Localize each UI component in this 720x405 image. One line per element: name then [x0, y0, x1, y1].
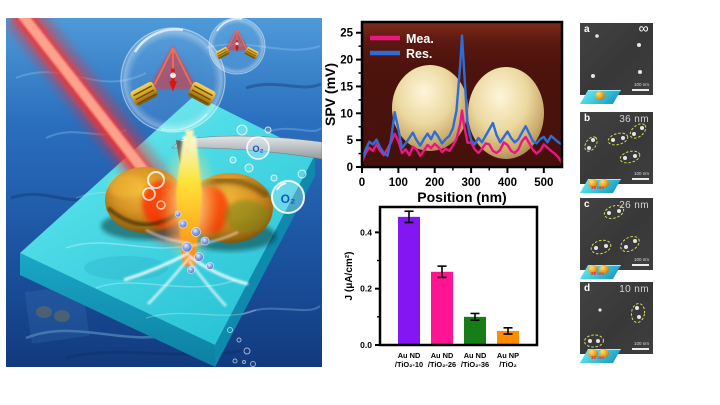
y-tick-label: 10: [340, 108, 353, 120]
scalebar: [632, 178, 649, 180]
o2-label: O₂: [281, 192, 296, 206]
gold-sphere: [588, 265, 598, 274]
gold-sphere: [599, 265, 609, 274]
scalebar-label: 100 nm: [633, 171, 649, 176]
y-tick-label: 25: [340, 28, 353, 40]
scalebar: [632, 348, 649, 350]
gold-sphere: [588, 179, 598, 188]
scalebar-label: 100 nm: [633, 257, 649, 262]
nanoparticle-dots: [591, 34, 642, 78]
legend-label-res: Res.: [406, 47, 432, 61]
scalebar: [632, 264, 649, 266]
bar-2: [464, 316, 486, 345]
gold-sphere: [599, 349, 609, 358]
category-label: Au ND: [464, 351, 487, 360]
inset-model: 26 nm: [578, 262, 622, 282]
sem-image: c 26 nm 100 nm: [580, 198, 653, 270]
y-axis-label: J (μA/cm²): [344, 252, 355, 301]
category-label: /TiO₂-26: [428, 360, 456, 369]
sem-image: a ∞ 100 nm: [580, 20, 653, 95]
bar-0: [398, 216, 420, 345]
bar-1: [431, 271, 453, 345]
spv-line-chart: Mea.Res. 0 5 10 15 20 25 0 100 200 300 400 500 Positi…: [322, 20, 564, 205]
y-tick-label: 0.0: [360, 340, 372, 350]
microbubble-small: [208, 18, 266, 75]
y-tick-label: 15: [340, 81, 353, 93]
sem-panel-a: a ∞ 100 nm: [578, 20, 656, 111]
sem-image: d 10 nm 100 nm: [580, 282, 653, 354]
x-tick-label: 100: [389, 177, 408, 189]
gold-sphere: [588, 349, 598, 358]
o2-label: O₂: [253, 144, 264, 154]
panel-letter: c: [584, 199, 590, 210]
sem-panel-d: d 10 nm 100 nm 10 nm: [578, 282, 656, 370]
spv-curve-res: [360, 34, 564, 162]
scalebar-label: 100 nm: [633, 82, 649, 87]
panel-letter: d: [584, 283, 591, 294]
inset-model: 10 nm: [578, 346, 622, 366]
bar-3: [497, 330, 519, 345]
inset-model: [578, 87, 622, 107]
small-bubbles: [229, 124, 307, 182]
o2-bubble-small: O₂: [246, 136, 270, 160]
category-label: Au ND: [431, 351, 454, 360]
inset-gap-label: 10 nm: [591, 355, 605, 360]
rising-bubbles: [227, 327, 256, 367]
y-axis-label: SPV (mV): [322, 63, 338, 126]
x-tick-label: 200: [425, 177, 444, 189]
y-tick-label: 0.2: [360, 284, 372, 294]
category-label: /TiO₂-36: [461, 360, 489, 369]
illustration-graphic: O₂ O₂: [6, 18, 322, 367]
o2-bubble-large: O₂: [271, 180, 305, 214]
afm-sphere-left: [392, 65, 468, 151]
y-tick-label: 20: [340, 55, 353, 67]
y-tick-label: 0.4: [360, 227, 372, 237]
x-tick-label: 500: [534, 177, 553, 189]
plot-frame: [360, 20, 564, 169]
sem-panel-b: b 36 nm 100 nm 36 nm: [578, 112, 656, 200]
nanoparticle-dimer-dots: [584, 303, 646, 348]
microbubble-large: [120, 27, 226, 133]
plasmonic-scheme-illustration: O₂ O₂: [6, 18, 322, 367]
category-label: Au ND: [398, 351, 421, 360]
x-tick-label: 0: [359, 177, 365, 189]
x-axis-label: Position (nm): [417, 189, 506, 205]
spv-curve-mea: [360, 109, 564, 165]
gap-distance-label: 26 nm: [619, 200, 649, 211]
y-tick-label: 5: [347, 135, 354, 147]
gold-sphere: [599, 179, 609, 188]
sem-panel-c: c 26 nm 100 nm 26 nm: [578, 198, 656, 286]
panel-letter: b: [584, 113, 591, 124]
inset-gap-label: 26 nm: [591, 271, 605, 276]
nanoparticle-dimer-dots: [584, 123, 647, 164]
x-tick-label: 300: [461, 177, 480, 189]
category-label: /TiO₂-10: [395, 360, 423, 369]
inset-gap-label: 36 nm: [591, 185, 605, 190]
gap-distance-label: 36 nm: [619, 114, 649, 125]
plot-frame: [378, 205, 539, 347]
inset-model: 36 nm: [578, 176, 622, 196]
legend-label-mea: Mea.: [406, 32, 434, 46]
y-tick-label: 0: [347, 162, 353, 174]
scalebar-label: 100 nm: [633, 341, 649, 346]
scalebar: [632, 89, 649, 91]
gold-sphere: [595, 91, 605, 100]
category-label: Au NP: [497, 351, 519, 360]
category-label: /TiO₂: [499, 360, 517, 369]
hot-electron-dots: [174, 210, 214, 274]
x-tick-label: 400: [498, 177, 517, 189]
gap-distance-label: ∞: [638, 20, 649, 36]
panel-letter: a: [584, 24, 590, 35]
nanoparticle-dimer-dots: [590, 205, 640, 255]
gap-distance-label: 10 nm: [619, 284, 649, 295]
sem-image: b 36 nm 100 nm: [580, 112, 653, 184]
